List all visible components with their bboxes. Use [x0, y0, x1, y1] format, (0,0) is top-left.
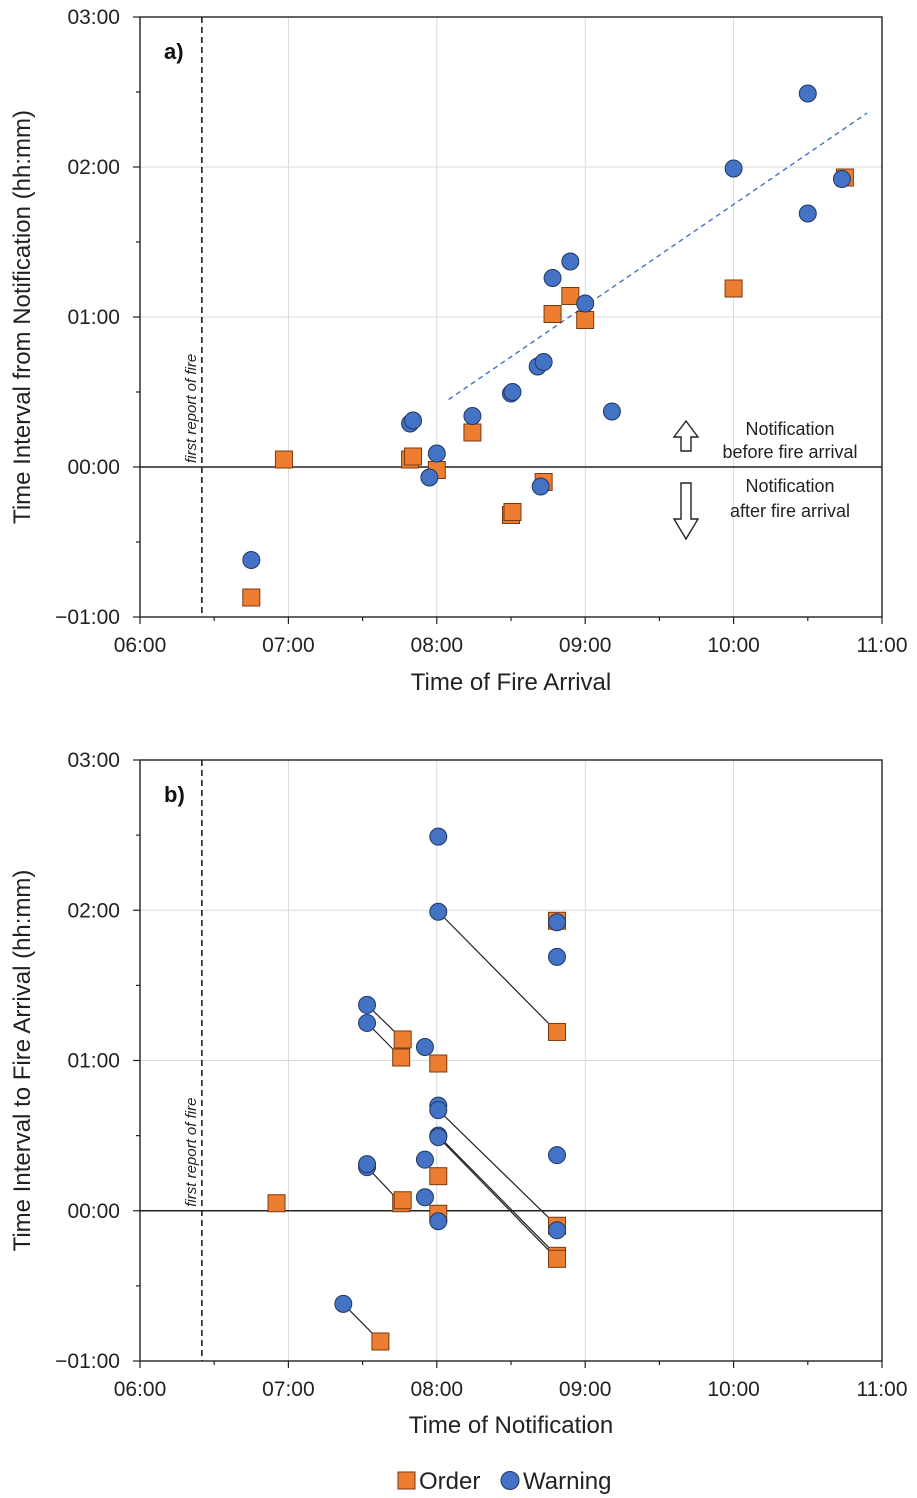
- warning-point: [415, 1037, 434, 1056]
- order-point: [543, 305, 562, 323]
- warning-point: [602, 402, 621, 421]
- legend-order-label: Order: [419, 1468, 480, 1495]
- order-point: [429, 1167, 448, 1186]
- y-axis-title: Time Interval from Notification (hh:mm): [9, 110, 36, 524]
- warning-point: [548, 947, 567, 966]
- y-tick-label: −01:00: [55, 606, 120, 629]
- panel-label: a): [164, 39, 184, 64]
- legend-warning-marker: [500, 1471, 520, 1490]
- annotation-below-line2: after fire arrival: [730, 501, 850, 521]
- legend-warning-label: Warning: [523, 1468, 611, 1495]
- order-point: [393, 1030, 412, 1049]
- order-point: [463, 423, 482, 442]
- warning-point: [798, 84, 817, 103]
- panel-a: first report of fire 06:00 07:00 08:00 09:00…: [9, 6, 908, 696]
- first-report-label: first report of fire: [183, 1098, 200, 1207]
- panel-b: first report of fire 06:00 07:00 08:00 09:00…: [9, 749, 908, 1439]
- y-tick-label: 02:00: [67, 899, 120, 922]
- x-tick-label: 11:00: [857, 1378, 908, 1401]
- warning-point: [404, 411, 423, 430]
- warning-point: [543, 269, 562, 287]
- annotation-above-line2: before fire arrival: [722, 442, 857, 462]
- down-arrow-icon: [672, 482, 700, 541]
- warning-point: [798, 204, 817, 223]
- warning-point: [503, 383, 522, 401]
- legend: Order Warning: [397, 1468, 611, 1495]
- warning-point: [531, 477, 550, 496]
- y-tick-label: 01:00: [67, 306, 120, 329]
- order-point: [404, 447, 423, 466]
- order-point: [503, 503, 522, 521]
- warning-point: [358, 995, 377, 1014]
- warning-point: [358, 1155, 377, 1174]
- first-report-label: first report of fire: [183, 354, 200, 463]
- connector-line: [437, 1135, 558, 1257]
- annotation-below-line1: Notification: [745, 476, 834, 496]
- connector-line: [437, 1109, 558, 1227]
- y-tick-label: 02:00: [67, 156, 120, 179]
- warning-point: [358, 1013, 377, 1032]
- x-tick-label: 08:00: [411, 634, 464, 657]
- y-axis-title: Time Interval to Fire Arrival (hh:mm): [9, 870, 36, 1252]
- warning-point: [534, 353, 553, 371]
- x-axis-title: Time of Fire Arrival: [411, 669, 611, 696]
- annotation-above-line1: Notification: [745, 419, 834, 439]
- legend-order-marker: [397, 1471, 416, 1490]
- order-point: [393, 1191, 412, 1210]
- warning-point: [429, 902, 448, 921]
- order-point: [242, 588, 261, 607]
- x-axis-title: Time of Notification: [409, 1412, 614, 1439]
- x-tick-label: 10:00: [707, 1378, 760, 1401]
- warning-point: [420, 468, 439, 487]
- x-tick-label: 06:00: [114, 634, 167, 657]
- warning-point: [415, 1188, 434, 1207]
- warning-point: [429, 1101, 448, 1120]
- order-point: [267, 1194, 286, 1213]
- x-tick-label: 09:00: [559, 634, 612, 657]
- warning-point: [724, 159, 743, 178]
- order-point: [724, 279, 743, 298]
- warning-point: [548, 1221, 567, 1240]
- order-point: [548, 1249, 567, 1268]
- y-tick-label: 03:00: [67, 6, 120, 29]
- x-tick-label: 06:00: [114, 1378, 167, 1401]
- x-tick-label: 08:00: [411, 1378, 464, 1401]
- order-point: [576, 311, 595, 329]
- warning-point: [429, 1128, 448, 1147]
- y-tick-label: 00:00: [67, 456, 120, 479]
- x-tick-label: 10:00: [707, 634, 760, 657]
- warning-point: [429, 1212, 448, 1231]
- panel-label: b): [164, 782, 185, 807]
- order-point: [548, 1022, 567, 1041]
- warning-trendline: [448, 112, 868, 401]
- y-tick-label: 00:00: [67, 1200, 120, 1223]
- y-tick-label: 03:00: [67, 749, 120, 772]
- y-tick-label: −01:00: [55, 1350, 120, 1373]
- y-tick-label: 01:00: [67, 1050, 120, 1073]
- warning-point: [415, 1150, 434, 1169]
- order-point: [429, 1054, 448, 1073]
- warning-point: [561, 252, 580, 271]
- order-point: [371, 1332, 390, 1351]
- x-tick-label: 07:00: [262, 634, 315, 657]
- x-tick-label: 07:00: [262, 1378, 315, 1401]
- warning-point: [427, 444, 446, 463]
- warning-point: [548, 1146, 567, 1165]
- warning-point: [548, 913, 567, 932]
- warning-point: [463, 407, 482, 425]
- warning-point: [429, 827, 448, 846]
- connector-line: [437, 911, 558, 1033]
- order-point: [561, 287, 580, 305]
- connector-line: [437, 1136, 558, 1260]
- order-point: [392, 1048, 411, 1067]
- warning-point: [576, 294, 595, 313]
- warning-point: [242, 551, 261, 569]
- order-point: [274, 450, 293, 469]
- warning-point: [334, 1294, 353, 1313]
- up-arrow-icon: [672, 419, 700, 452]
- x-tick-label: 09:00: [559, 1378, 612, 1401]
- x-tick-label: 11:00: [857, 634, 908, 657]
- warning-point: [832, 170, 851, 188]
